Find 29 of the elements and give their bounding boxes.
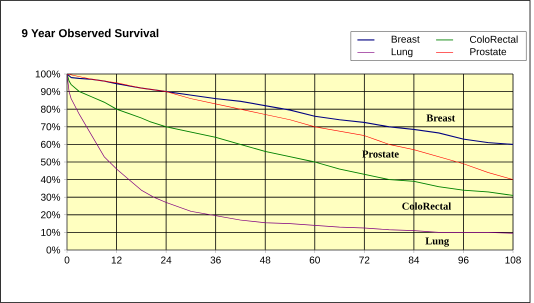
y-tick-label: 60% <box>41 140 60 148</box>
annotation: Lung <box>425 238 449 247</box>
legend-label: Prostate <box>470 48 506 56</box>
y-tick-label: 90% <box>41 88 60 96</box>
y-tick-label: 10% <box>41 228 60 236</box>
x-tick-label: 72 <box>359 256 370 264</box>
x-tick-label: 108 <box>505 256 521 264</box>
legend-label: ColoRectal <box>470 36 518 43</box>
x-tick-label: 96 <box>458 256 469 264</box>
x-tick-label: 48 <box>260 256 270 264</box>
y-tick-label: 70% <box>41 123 60 130</box>
x-tick-label: 0 <box>64 256 70 264</box>
y-tick-label: 20% <box>41 211 60 218</box>
legend-label: Lung <box>392 48 412 58</box>
y-tick-label: 0% <box>46 246 60 254</box>
y-tick-label: 80% <box>40 106 60 113</box>
y-tick-label: 100% <box>36 70 60 78</box>
x-tick-label: 36 <box>210 256 221 264</box>
x-tick-label: 24 <box>161 256 172 264</box>
line-series <box>67 74 514 145</box>
x-tick-label: 84 <box>408 256 420 264</box>
y-tick-label: 30% <box>40 194 60 201</box>
x-tick-label: 12 <box>112 256 122 264</box>
x-tick-label: 60 <box>310 256 320 264</box>
y-tick-label: 50% <box>40 158 60 166</box>
legend-label: Breast <box>392 36 420 43</box>
chart-title: 9 Year Observed Survival <box>22 28 158 38</box>
y-tick-label: 40% <box>40 176 60 184</box>
annotation: Breast <box>426 114 456 122</box>
